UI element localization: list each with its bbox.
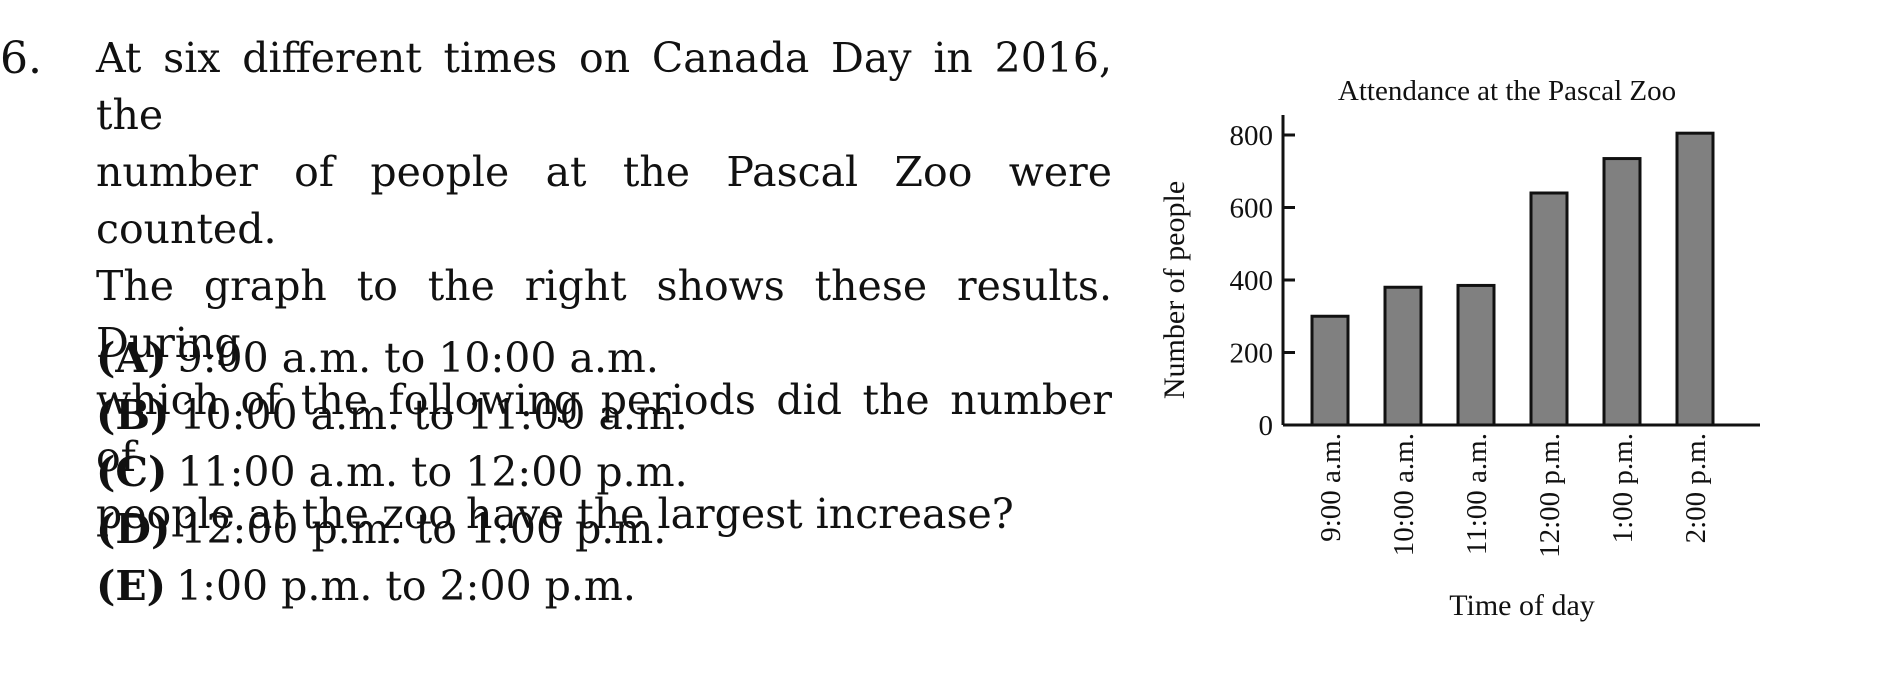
bar	[1310, 314, 1350, 427]
bar	[1383, 285, 1423, 427]
choice-letter: (A)	[96, 334, 167, 382]
choice-text: 11:00 a.m. to 12:00 p.m.	[177, 448, 688, 496]
answer-choices: (A) 9:00 a.m. to 10:00 a.m. (B) 10:00 a.m.…	[96, 330, 688, 615]
choice-letter: (C)	[96, 448, 168, 496]
x-tick-label: 9:00 a.m.	[1315, 433, 1347, 542]
question-stem: At six different times on Canada Day in …	[96, 30, 1112, 543]
bar	[1456, 283, 1496, 427]
choice-a[interactable]: (A) 9:00 a.m. to 10:00 a.m.	[96, 330, 688, 387]
bar	[1602, 157, 1642, 427]
choice-text: 9:00 a.m. to 10:00 a.m.	[176, 334, 659, 382]
y-tick-label: 200	[1230, 338, 1274, 370]
choice-e[interactable]: (E) 1:00 p.m. to 2:00 p.m.	[96, 558, 688, 615]
x-tick-label: 2:00 p.m.	[1680, 433, 1712, 543]
chart-title: Attendance at the Pascal Zoo	[1338, 75, 1676, 107]
choice-d[interactable]: (D) 12:00 p.m. to 1:00 p.m.	[96, 501, 688, 558]
choice-b[interactable]: (B) 10:00 a.m. to 11:00 a.m.	[96, 387, 688, 444]
bar	[1675, 131, 1715, 427]
stem-line: The graph to the right shows these resul…	[96, 262, 1112, 367]
choice-text: 12:00 p.m. to 1:00 p.m.	[180, 505, 667, 553]
x-tick-label: 10:00 a.m.	[1388, 433, 1420, 556]
x-axis-label: Time of day	[1449, 589, 1595, 622]
choice-text: 10:00 a.m. to 11:00 a.m.	[179, 391, 688, 439]
x-tick-label: 11:00 a.m.	[1461, 433, 1493, 555]
question-number: 6.	[0, 33, 42, 84]
x-tick-label: 12:00 p.m.	[1534, 433, 1566, 558]
stem-line: people at the zoo have the largest incre…	[96, 490, 1014, 538]
stem-line: which of the following periods did the n…	[96, 376, 1112, 481]
bar	[1529, 191, 1569, 427]
y-axis-label: Number of people	[1158, 181, 1191, 399]
y-tick-label: 400	[1230, 265, 1274, 297]
choice-letter: (D)	[96, 505, 171, 553]
chart-svg: Attendance at the Pascal Zoo Number of pe…	[1158, 75, 1760, 622]
x-tick-label: 1:00 p.m.	[1607, 433, 1639, 543]
y-tick-label: 600	[1230, 193, 1274, 225]
choice-text: 1:00 p.m. to 2:00 p.m.	[176, 562, 636, 610]
choice-letter: (B)	[96, 391, 170, 439]
attendance-chart: Attendance at the Pascal Zoo Number of pe…	[1140, 70, 1820, 654]
stem-line: At six different times on Canada Day in …	[96, 34, 1112, 139]
y-tick-label: 800	[1230, 120, 1274, 152]
choice-letter: (E)	[96, 562, 167, 610]
stem-line: number of people at the Pascal Zoo were …	[96, 148, 1112, 253]
y-tick-label: 0	[1259, 410, 1274, 442]
choice-c[interactable]: (C) 11:00 a.m. to 12:00 p.m.	[96, 444, 688, 501]
